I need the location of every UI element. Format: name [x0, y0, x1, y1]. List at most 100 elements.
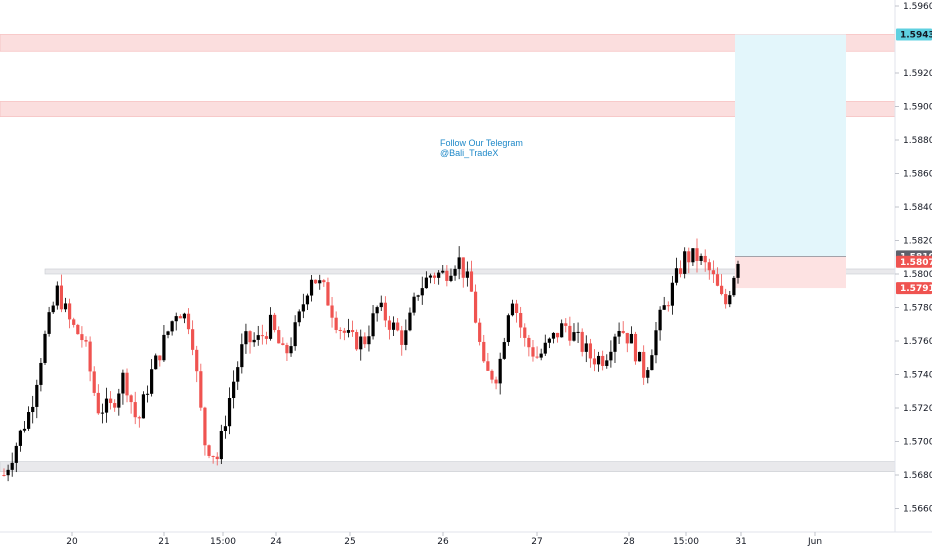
candle [367, 325, 371, 352]
candle [478, 318, 482, 346]
candle [576, 322, 580, 344]
candle [490, 369, 494, 384]
candle-body [379, 302, 383, 308]
candle [346, 318, 351, 338]
time-tick-label: 20 [66, 537, 78, 547]
candle-body [707, 262, 711, 271]
time-axis[interactable]: 20 21 15:00 24 25 26 27 28 15:00 31 Jun [66, 532, 822, 547]
candle-body [658, 309, 662, 331]
candle [174, 312, 178, 331]
candle [379, 295, 383, 312]
candle [523, 323, 527, 347]
candle-body [35, 384, 39, 407]
candle [72, 317, 76, 328]
candle [674, 257, 679, 286]
candle-body [10, 462, 14, 470]
candle [289, 337, 293, 357]
candle [211, 455, 215, 464]
candle [162, 325, 166, 362]
annotation-line-2: @Bali_TradeX [440, 148, 498, 158]
candle-body [642, 351, 646, 378]
candle-body [482, 341, 486, 362]
candle-body [137, 417, 141, 419]
candle [683, 247, 687, 279]
candle-body [186, 313, 191, 330]
candle-body [519, 313, 523, 328]
candle [469, 260, 474, 292]
candle [621, 321, 625, 335]
candle [2, 468, 6, 477]
candle-body [736, 263, 740, 278]
candle [420, 276, 424, 305]
price-tag-label: 1.59430 [900, 30, 932, 40]
candle-body [592, 358, 597, 365]
candle-body [371, 313, 375, 337]
candle-body [535, 356, 539, 358]
candle-body [646, 370, 650, 378]
candle [31, 395, 35, 424]
candle [100, 403, 105, 424]
candle [22, 420, 27, 433]
candle-body [543, 342, 547, 354]
candle-body [670, 282, 674, 306]
candle-body [346, 330, 351, 333]
candle-body [674, 268, 679, 283]
candle-body [404, 330, 408, 345]
candle [428, 273, 433, 284]
candle [461, 257, 465, 288]
candle-body [445, 270, 449, 281]
candle-body [449, 275, 453, 281]
candle [424, 271, 428, 289]
candle [273, 312, 277, 333]
candle-body [72, 319, 76, 325]
candle-body [662, 305, 666, 310]
candle [551, 332, 556, 344]
candle-body [584, 343, 588, 352]
candle [207, 444, 211, 459]
candle-body [396, 322, 400, 331]
candle [227, 387, 232, 435]
candle-body [76, 324, 80, 335]
candle [601, 350, 605, 371]
candle [84, 336, 88, 347]
candle [170, 320, 174, 336]
candle [609, 340, 613, 368]
candle [326, 277, 330, 306]
candle-body [27, 412, 31, 429]
candle-body [695, 248, 699, 261]
candle-body [96, 392, 100, 414]
candle-body [174, 316, 178, 322]
candle [449, 268, 453, 283]
candle-body [195, 349, 199, 372]
candle [158, 355, 162, 367]
candle-body [318, 280, 322, 284]
price-tick-label: 1.59000 [903, 103, 932, 113]
candle [117, 388, 121, 416]
candle-body [699, 255, 703, 261]
candle-body [104, 398, 109, 413]
candle-body [498, 358, 502, 384]
candle-body [80, 334, 84, 341]
price-axis[interactable]: 1.59600 1.59200 1.59000 1.58800 1.58600 1.584… [895, 2, 932, 515]
candle-body [350, 330, 355, 333]
candle-body [629, 333, 633, 344]
candle-body [133, 402, 137, 418]
candle-body [301, 304, 305, 312]
candle-body [256, 335, 260, 340]
candle [305, 293, 310, 310]
price-tick-label: 1.57200 [903, 404, 932, 414]
candle-body [305, 295, 310, 305]
candle-body [330, 305, 334, 318]
candle-body [486, 361, 490, 371]
candle [314, 279, 318, 285]
candle-body [363, 336, 367, 345]
candle-body [100, 412, 105, 414]
price-tick-label: 1.56800 [903, 471, 932, 481]
candle-body [412, 296, 416, 313]
candle [707, 258, 711, 280]
candle-body [387, 320, 392, 330]
candle-body [240, 344, 244, 368]
candle-body [437, 272, 441, 278]
candle [564, 318, 568, 333]
